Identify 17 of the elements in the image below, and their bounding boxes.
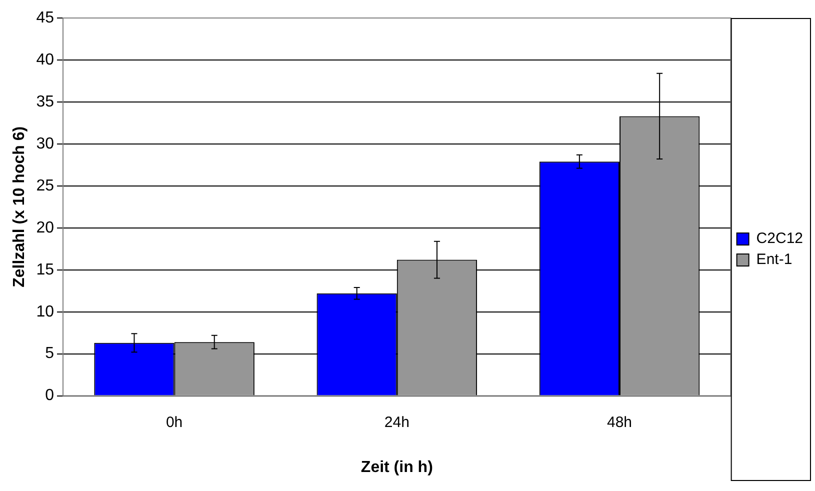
y-axis-title: Zellzahl (x 10 hoch 6) xyxy=(11,126,28,288)
y-tick-label: 25 xyxy=(36,177,54,194)
legend-label: Ent-1 xyxy=(756,251,792,268)
y-tick-label: 35 xyxy=(36,93,54,110)
y-tick-label: 40 xyxy=(36,51,54,68)
y-tick-label: 20 xyxy=(36,219,54,236)
y-tick-label: 15 xyxy=(36,261,54,278)
y-tick-label: 0 xyxy=(45,387,54,404)
y-tick-label: 5 xyxy=(45,345,54,362)
y-tick-label: 10 xyxy=(36,303,54,320)
x-tick-label: 0h xyxy=(166,414,183,431)
x-tick-label: 48h xyxy=(606,414,632,431)
x-tick-label: 24h xyxy=(384,414,410,431)
x-axis-title: Zeit (in h) xyxy=(360,458,433,476)
legend-label: C2C12 xyxy=(756,230,804,248)
y-tick-label: 30 xyxy=(36,135,54,152)
y-tick-label: 45 xyxy=(36,9,54,26)
